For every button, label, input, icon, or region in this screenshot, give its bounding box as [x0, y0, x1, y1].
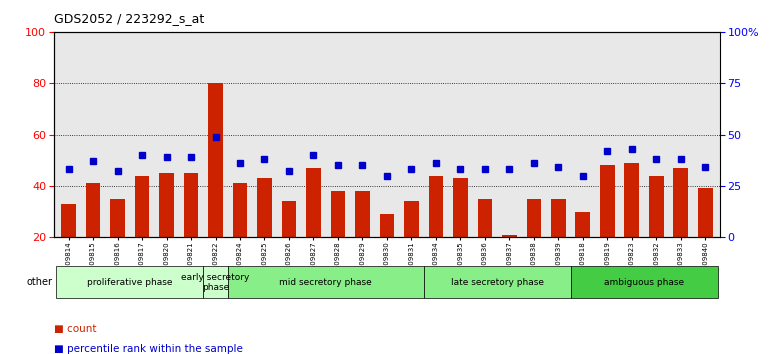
Bar	[203, 266, 228, 298]
Text: mid secretory phase: mid secretory phase	[280, 278, 372, 287]
Bar	[674, 168, 688, 289]
Text: ■ count: ■ count	[54, 324, 96, 334]
Bar	[257, 178, 272, 289]
Bar	[429, 176, 444, 289]
Text: GDS2052 / 223292_s_at: GDS2052 / 223292_s_at	[54, 12, 204, 25]
Bar	[502, 235, 517, 289]
Bar	[330, 191, 345, 289]
Bar	[575, 212, 590, 289]
Bar	[135, 176, 149, 289]
Bar	[159, 173, 174, 289]
Text: ■ percentile rank within the sample: ■ percentile rank within the sample	[54, 344, 243, 354]
Bar	[228, 266, 424, 298]
Bar	[698, 188, 712, 289]
Bar	[571, 266, 718, 298]
Text: late secretory phase: late secretory phase	[450, 278, 544, 287]
Bar	[649, 176, 664, 289]
Bar	[551, 199, 566, 289]
Bar	[62, 204, 76, 289]
Bar	[208, 83, 223, 289]
Bar	[85, 183, 100, 289]
Bar	[56, 266, 203, 298]
Text: early secretory
phase: early secretory phase	[181, 273, 249, 292]
Bar	[355, 191, 370, 289]
Bar	[233, 183, 247, 289]
Text: proliferative phase: proliferative phase	[87, 278, 172, 287]
Bar	[380, 214, 394, 289]
Bar	[424, 266, 571, 298]
Bar	[453, 178, 467, 289]
Bar	[404, 201, 419, 289]
Bar	[184, 173, 199, 289]
Bar	[110, 199, 125, 289]
Text: ambiguous phase: ambiguous phase	[604, 278, 684, 287]
Bar	[624, 163, 639, 289]
Bar	[527, 199, 541, 289]
Text: other: other	[27, 277, 52, 287]
Bar	[306, 168, 321, 289]
Bar	[477, 199, 492, 289]
Bar	[600, 165, 614, 289]
Bar	[282, 201, 296, 289]
